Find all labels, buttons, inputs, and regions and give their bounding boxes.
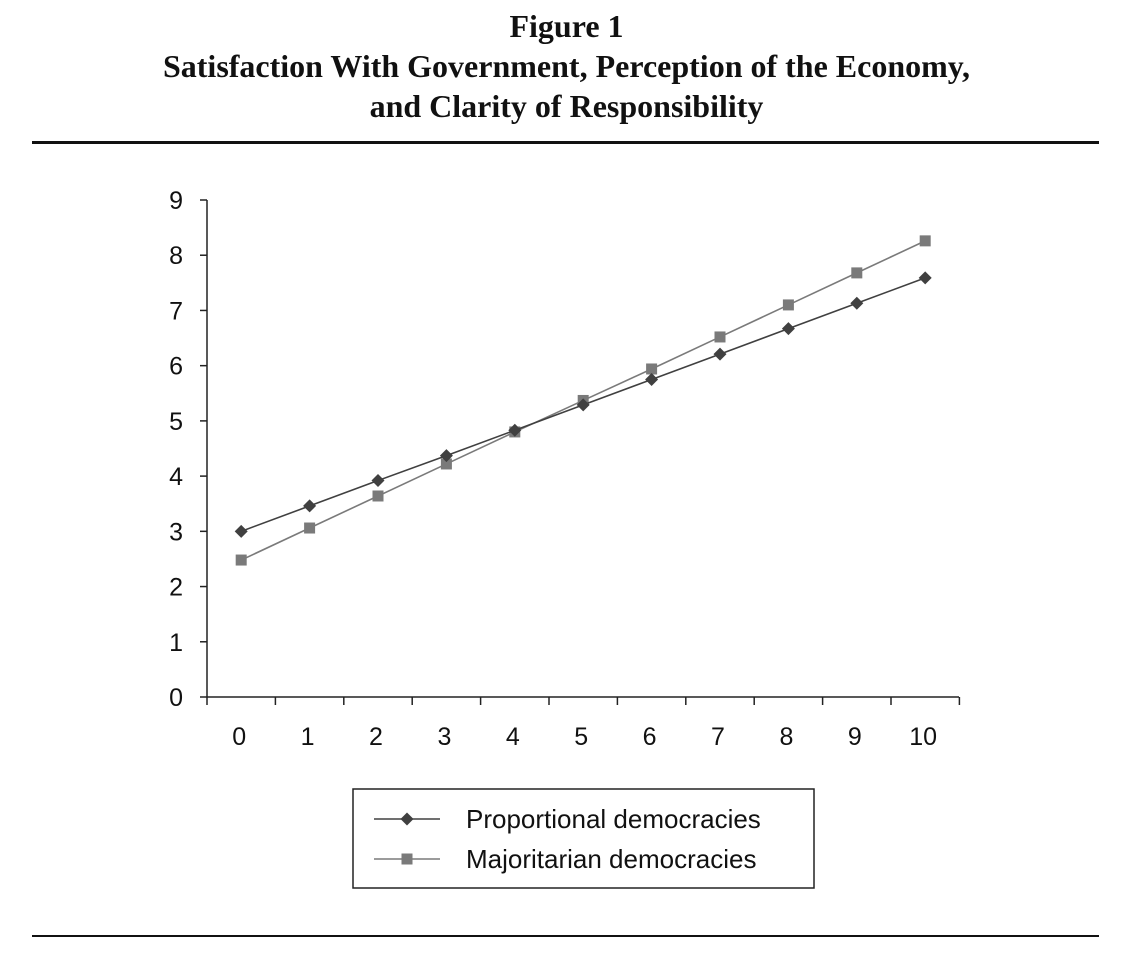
data-point-majoritarian	[851, 267, 863, 279]
y-tick-label: 5	[169, 408, 183, 436]
legend-marker-proportional	[400, 812, 414, 826]
legend-box	[352, 788, 815, 889]
x-tick-label: 8	[779, 723, 793, 751]
x-tick-label: 1	[301, 723, 315, 751]
bottom-divider	[32, 935, 1099, 937]
x-tick-label: 6	[643, 723, 657, 751]
legend-label-majoritarian: Majoritarian democracies	[466, 844, 756, 874]
legend-label-proportional: Proportional democracies	[466, 804, 761, 834]
y-tick-label: 8	[169, 242, 183, 270]
data-point-proportional	[850, 296, 864, 310]
figure-title-line-1: Satisfaction With Government, Perception…	[162, 48, 971, 84]
data-point-majoritarian	[440, 458, 452, 470]
x-tick-label: 5	[574, 723, 588, 751]
x-tick-label: 9	[848, 723, 862, 751]
x-tick-label: 0	[232, 723, 246, 751]
x-tick-label: 4	[506, 723, 520, 751]
y-tick-label: 6	[169, 353, 183, 381]
figure-title-block: Figure 1 Satisfaction With Government, P…	[0, 6, 1133, 126]
data-point-proportional	[508, 423, 522, 437]
x-tick-label: 3	[437, 723, 451, 751]
data-point-proportional	[713, 347, 727, 361]
chart-legend: Proportional democracies Majoritarian dem…	[352, 788, 815, 889]
data-point-proportional	[439, 449, 453, 463]
data-point-proportional	[918, 271, 932, 285]
x-tick-label: 10	[909, 723, 937, 751]
data-point-proportional	[576, 398, 590, 412]
y-tick-label: 4	[169, 463, 183, 491]
x-tick-label: 7	[711, 723, 725, 751]
y-tick-label: 0	[169, 684, 183, 712]
data-point-majoritarian	[714, 331, 726, 343]
y-tick-label: 3	[169, 518, 183, 546]
y-tick-label: 1	[169, 629, 183, 657]
y-tick-label: 2	[169, 574, 183, 602]
figure-title-line-2: and Clarity of Responsibility	[369, 88, 764, 124]
data-point-proportional	[781, 322, 795, 336]
y-tick-label: 7	[169, 297, 183, 325]
data-point-majoritarian	[646, 363, 658, 375]
data-point-majoritarian	[304, 522, 316, 534]
figure-label: Figure 1	[509, 8, 624, 44]
data-point-majoritarian	[782, 299, 794, 311]
data-point-proportional	[645, 372, 659, 386]
data-point-majoritarian	[372, 490, 384, 502]
data-point-proportional	[234, 524, 248, 538]
x-tick-label: 2	[369, 723, 383, 751]
y-tick-label: 9	[169, 187, 183, 215]
data-point-proportional	[371, 474, 385, 488]
legend-marker-majoritarian	[401, 853, 413, 865]
data-point-proportional	[303, 499, 317, 513]
data-point-majoritarian	[235, 554, 247, 566]
top-divider	[32, 141, 1099, 144]
chart-series	[234, 235, 932, 566]
data-point-majoritarian	[919, 235, 931, 247]
chart-axes: 0 1 2 3 4 5 6 7 8 9 0 1 2 3 4 5 6 7 8 9 10	[169, 187, 961, 751]
